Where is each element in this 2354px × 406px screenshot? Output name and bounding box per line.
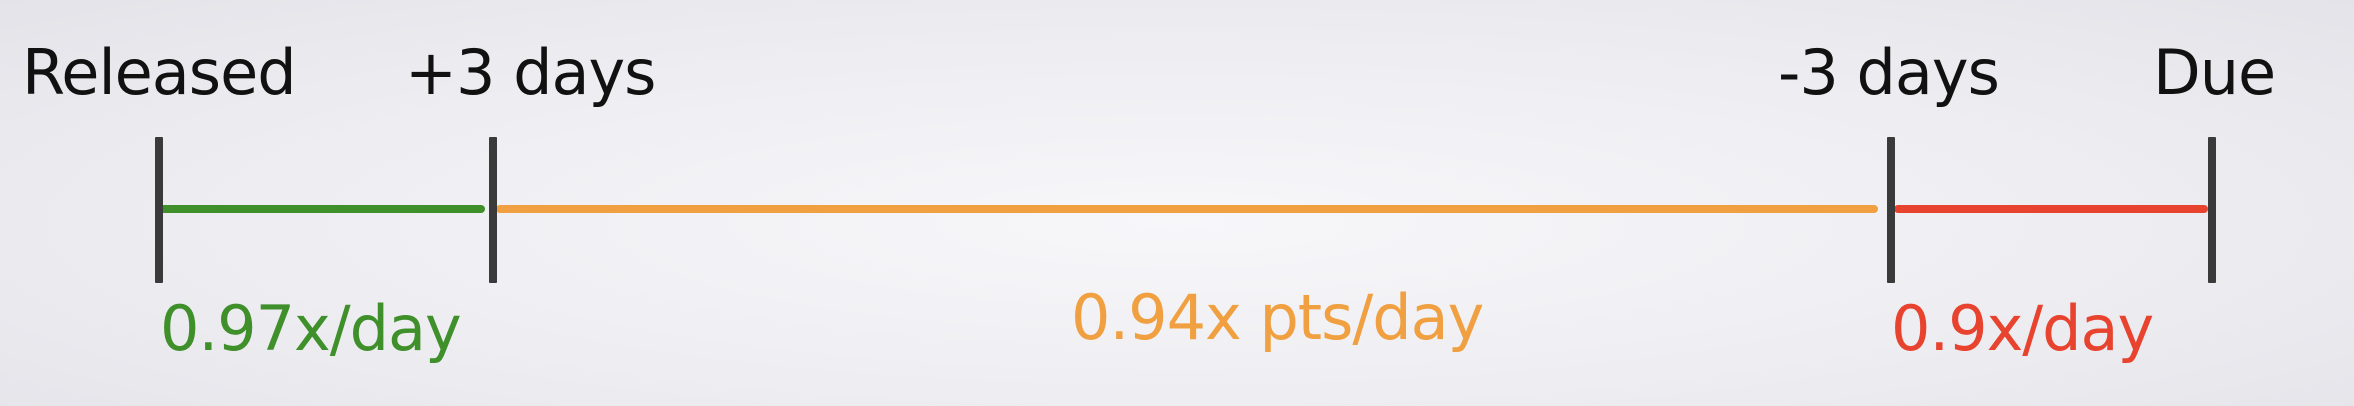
milestone-released-label: Released xyxy=(22,36,297,109)
late-rate-label: 0.9x/day xyxy=(1891,292,2154,365)
minus-three-tick xyxy=(1887,137,1895,283)
early-rate-label: 0.97x/day xyxy=(160,292,462,365)
early-period-segment xyxy=(160,205,485,213)
middle-period-segment xyxy=(496,205,1878,213)
milestone-due-label: Due xyxy=(2153,36,2276,109)
milestone-minus-three-label: -3 days xyxy=(1778,36,2000,109)
late-period-segment xyxy=(1894,205,2208,213)
middle-rate-label: 0.94x pts/day xyxy=(1071,281,1484,354)
released-tick xyxy=(155,137,163,283)
milestone-plus-three-label: +3 days xyxy=(405,36,656,109)
plus-three-tick xyxy=(489,137,497,283)
due-tick xyxy=(2208,137,2216,283)
